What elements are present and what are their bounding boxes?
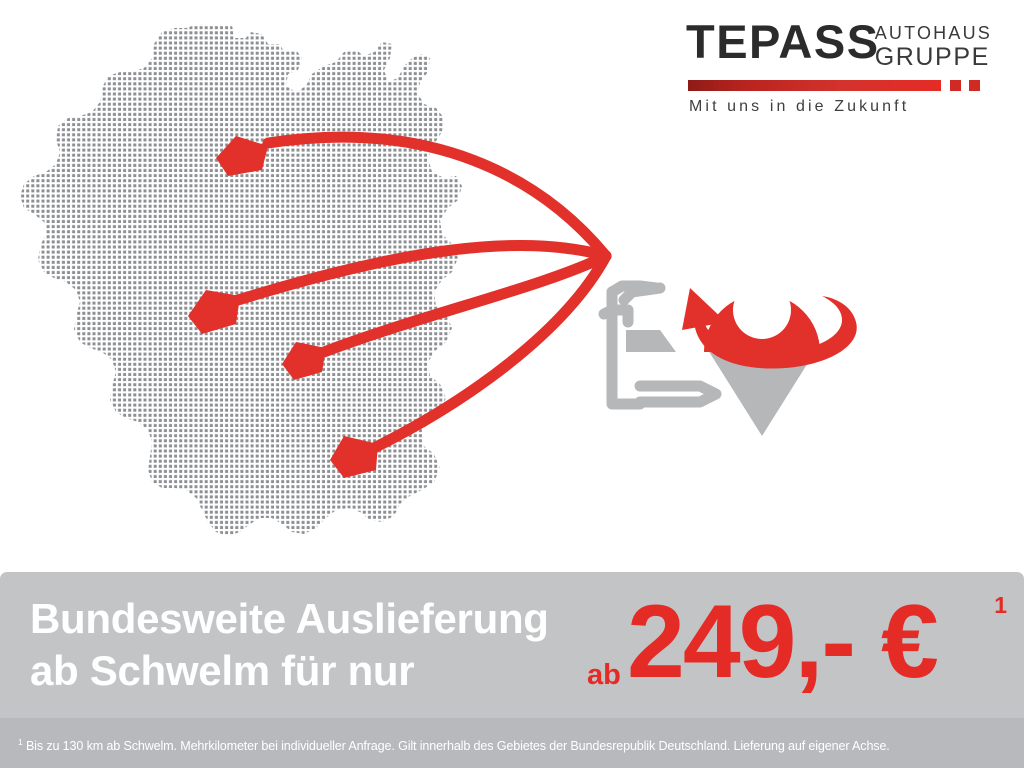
delivery-arrows [232,131,612,454]
price-prefix: ab [587,659,621,691]
logo-subtitle-line2: GRUPPE [874,43,990,71]
hero-graphic [20,24,857,536]
logo-subtitle-line1: AUTOHAUS [874,23,992,43]
tepass-logo: TEPASS AUTOHAUS GRUPPE Mit uns in die Zu… [686,16,992,116]
price-amount: 249,- € [627,584,939,700]
headline: Bundesweite Auslieferung ab Schwelm für … [30,593,630,697]
footnote-strip: 1 Bis zu 130 km ab Schwelm. Mehrkilomete… [0,718,1024,768]
headline-line-1: Bundesweite Auslieferung [30,595,549,642]
pin-tail [708,350,816,436]
pin-orbit-arrowhead [682,288,726,330]
pin-orbit-swoosh [694,296,857,369]
car-window-icon [626,330,676,352]
arrow-path-2 [232,239,612,306]
arrow-path-4 [368,250,612,454]
arrow-path-3 [318,250,612,358]
headline-line-2: ab Schwelm für nur [30,647,415,694]
pin-center-hole [733,281,791,339]
headline-band: Bundesweite Auslieferung ab Schwelm für … [0,572,1024,718]
arrow-markers [188,136,378,478]
footnote-marker: 1 [18,737,23,747]
price-footnote-marker: 1 [994,592,1007,618]
logo-tagline: Mit uns in die Zukunft [689,98,910,115]
logo-accent-bar [688,80,941,91]
arrow-marker-1 [216,136,268,176]
car-outline-icon [598,280,722,410]
price-block: ab 249,- € 1 [585,582,1015,712]
arrow-marker-2 [188,290,240,334]
arrow-marker-4 [330,436,378,478]
germany-dotted-map [20,24,462,536]
arrow-marker-3 [282,342,326,380]
map-silhouette [20,24,462,536]
footnote-body: Bis zu 130 km ab Schwelm. Mehrkilometer … [25,739,890,754]
logo-accent-square-1 [950,80,961,91]
logo-wordmark: TEPASS [686,15,880,68]
logo-accent-square-2 [969,80,980,91]
arrow-path-1 [262,131,612,262]
logo-subtitle: AUTOHAUS GRUPPE [874,21,992,71]
footnote: 1 Bis zu 130 km ab Schwelm. Mehrkilomete… [18,734,1014,754]
